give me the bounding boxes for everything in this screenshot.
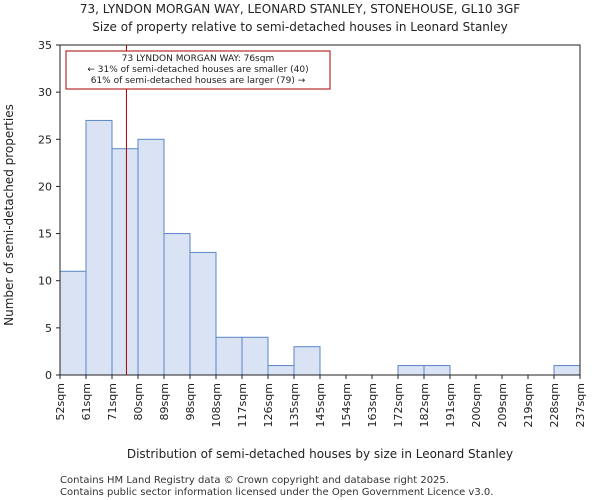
- x-axis-label: Distribution of semi-detached houses by …: [127, 447, 513, 461]
- annotation-box: 73 LYNDON MORGAN WAY: 76sqm ← 31% of sem…: [65, 50, 331, 90]
- annotation-line-1: 73 LYNDON MORGAN WAY: 76sqm: [122, 54, 274, 64]
- histogram-bar: [553, 365, 581, 376]
- x-tick-label: 219sqm: [522, 383, 535, 427]
- x-axis-ticks: 52sqm 61sqm 71sqm 80sqm 89sqm 98sqm 108sqm 117s…: [54, 375, 587, 427]
- y-axis-ticks: 0 5 10 15 20 25 30 35: [38, 39, 60, 382]
- x-tick-label: 89sqm: [158, 383, 171, 420]
- x-tick-label: 145sqm: [314, 383, 327, 427]
- y-tick-label: 35: [38, 39, 52, 52]
- annotation-border: [65, 50, 331, 90]
- y-tick-label: 0: [45, 369, 52, 382]
- histogram-bar: [163, 233, 191, 376]
- chart-title: 73, LYNDON MORGAN WAY, LEONARD STANLEY, …: [80, 2, 520, 16]
- x-tick-label: 163sqm: [366, 383, 379, 427]
- x-tick-label: 80sqm: [132, 383, 145, 420]
- y-tick-label: 30: [38, 86, 52, 99]
- x-tick-label: 108sqm: [210, 383, 223, 427]
- histogram-bar: [293, 346, 321, 376]
- x-tick-label: 191sqm: [444, 383, 457, 427]
- x-tick-label: 71sqm: [106, 383, 119, 420]
- bars-layer: [59, 119, 581, 376]
- y-tick-label: 10: [38, 275, 52, 288]
- histogram-bar: [241, 336, 269, 376]
- x-tick-label: 61sqm: [80, 383, 93, 420]
- histogram-bar: [85, 119, 113, 376]
- chart-subtitle: Size of property relative to semi-detach…: [92, 20, 507, 34]
- y-axis-label: Number of semi-detached properties: [2, 104, 16, 326]
- x-tick-label: 200sqm: [470, 383, 483, 427]
- x-tick-label: 172sqm: [392, 383, 405, 427]
- x-tick-label: 98sqm: [184, 383, 197, 420]
- footer-line-2: Contains public sector information licen…: [60, 487, 493, 498]
- histogram-bar: [215, 336, 243, 376]
- x-tick-label: 135sqm: [288, 383, 301, 427]
- x-tick-label: 154sqm: [340, 383, 353, 427]
- x-tick-label: 52sqm: [54, 383, 67, 420]
- plot-frame: [59, 44, 581, 376]
- annotation-line-3: 61% of semi-detached houses are larger (…: [91, 76, 306, 86]
- histogram-bar: [397, 365, 425, 376]
- histogram-bar: [189, 251, 217, 376]
- histogram-bar: [59, 270, 87, 376]
- y-tick-label: 25: [38, 133, 52, 146]
- histogram-bar: [137, 138, 165, 376]
- histogram-bar: [111, 148, 139, 376]
- y-tick-label: 20: [38, 180, 52, 193]
- x-tick-label: 209sqm: [496, 383, 509, 427]
- annotation-line-2: ← 31% of semi-detached houses are smalle…: [87, 65, 308, 75]
- histogram-bar: [423, 365, 451, 376]
- x-tick-label: 126sqm: [262, 383, 275, 427]
- x-tick-label: 237sqm: [574, 383, 587, 427]
- footer-line-1: Contains HM Land Registry data © Crown c…: [60, 475, 449, 486]
- x-tick-label: 228sqm: [548, 383, 561, 427]
- y-tick-label: 5: [45, 322, 52, 335]
- x-tick-label: 182sqm: [418, 383, 431, 427]
- y-tick-label: 15: [38, 228, 52, 241]
- histogram-bar: [267, 365, 295, 376]
- x-tick-label: 117sqm: [236, 383, 249, 427]
